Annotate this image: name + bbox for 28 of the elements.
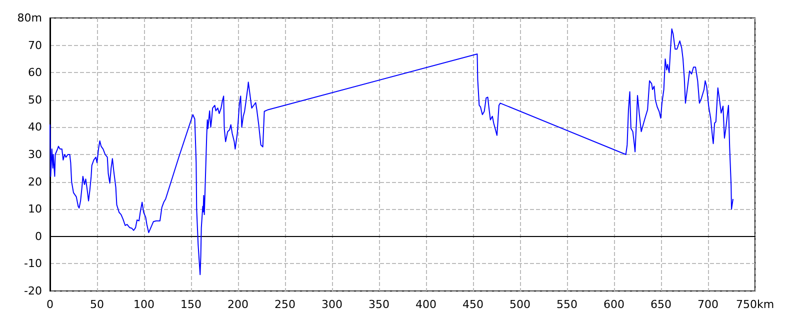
x-tick-label: 400 [416, 298, 436, 311]
y-tick-label: 70 [28, 38, 42, 52]
x-tick-label: 150 [180, 298, 202, 311]
x-tick-label: 250 [274, 298, 296, 311]
y-tick-label: 80m [17, 12, 42, 24]
y-tick-label: 10 [28, 202, 42, 216]
x-tick-label: 600 [604, 298, 624, 311]
x-tick-label: 100 [134, 298, 154, 311]
y-tick-label: 40 [28, 120, 42, 134]
y-tick-label: 20 [28, 175, 42, 188]
line-series [50, 28, 734, 276]
y-tick-label: 50 [28, 93, 42, 106]
x-tick-label: 550 [556, 298, 578, 311]
y-tick-label: 30 [28, 148, 42, 161]
x-tick-label: 750km [736, 298, 774, 311]
y-tick-label: 0 [35, 230, 42, 243]
x-tick-label: 200 [228, 298, 248, 311]
x-tick-label: 700 [698, 298, 718, 311]
x-tick-label: 500 [510, 298, 530, 311]
x-tick-label: 450 [462, 298, 484, 311]
x-tick-label: 300 [322, 298, 342, 311]
x-tick-label: 650 [650, 298, 672, 311]
y-tick-label: 60 [28, 66, 42, 80]
y-tick-label: -10 [24, 257, 42, 270]
y-tick-label: -20 [24, 284, 42, 298]
x-tick-label: 50 [90, 298, 104, 311]
x-tick-label: 350 [368, 298, 390, 311]
x-tick-label: 0 [46, 298, 54, 311]
